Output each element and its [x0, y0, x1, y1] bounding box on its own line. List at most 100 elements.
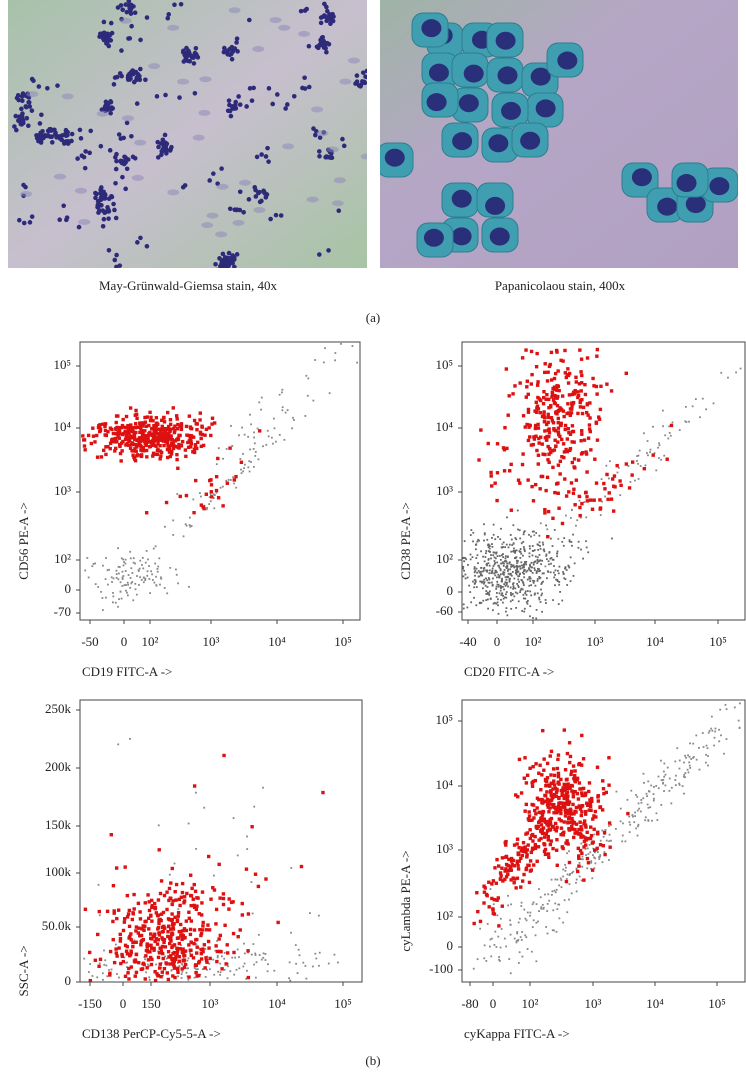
- image-caption: May-Grünwald-Giemsa stain, 40x: [99, 278, 277, 293]
- event: [576, 846, 581, 851]
- event: [575, 869, 580, 874]
- event: [538, 576, 541, 578]
- event: [150, 427, 154, 431]
- event: [117, 572, 120, 575]
- event: [569, 820, 573, 824]
- event: [134, 562, 136, 565]
- event: [578, 400, 582, 405]
- event: [152, 946, 156, 951]
- event: [127, 908, 132, 913]
- event: [152, 948, 156, 952]
- x-axis-title: CD138 PerCP-Cy5-5-A ->: [82, 1026, 221, 1041]
- event: [144, 579, 147, 581]
- cell: [125, 157, 131, 162]
- event: [578, 862, 581, 864]
- event: [556, 432, 561, 437]
- event: [524, 934, 527, 937]
- cell: [192, 90, 198, 96]
- event: [563, 427, 567, 432]
- event: [556, 804, 561, 809]
- event: [152, 443, 157, 447]
- cell: [225, 108, 231, 114]
- event: [155, 452, 160, 457]
- cell: [324, 49, 329, 55]
- event: [557, 603, 560, 605]
- event: [504, 855, 508, 859]
- cell: [219, 258, 225, 263]
- event: [532, 435, 536, 439]
- event: [192, 450, 197, 455]
- cell: [144, 15, 150, 20]
- event: [534, 934, 537, 937]
- event: [599, 839, 602, 842]
- event: [674, 779, 677, 781]
- event: [292, 416, 294, 419]
- event: [173, 975, 177, 980]
- event: [652, 793, 655, 795]
- event: [474, 579, 477, 582]
- event: [207, 426, 211, 430]
- event: [102, 564, 104, 567]
- event: [515, 569, 518, 572]
- event: [544, 488, 548, 493]
- event: [174, 414, 179, 418]
- event: [488, 572, 491, 575]
- event: [488, 578, 491, 581]
- event: [165, 890, 169, 894]
- event: [549, 816, 554, 821]
- event: [561, 833, 566, 837]
- event: [155, 427, 159, 431]
- event: [193, 963, 198, 967]
- event: [154, 423, 159, 428]
- event: [126, 426, 131, 430]
- event: [167, 448, 172, 452]
- cell: [249, 98, 255, 103]
- event: [558, 459, 563, 464]
- event: [148, 430, 152, 435]
- event: [243, 952, 246, 955]
- cell: [182, 183, 188, 188]
- event: [525, 936, 528, 939]
- event: [528, 568, 530, 571]
- event: [552, 448, 557, 452]
- event: [201, 968, 204, 971]
- event: [144, 561, 147, 564]
- event: [538, 554, 541, 556]
- cell: [120, 174, 125, 180]
- event: [549, 557, 552, 560]
- event: [586, 436, 591, 440]
- event: [551, 805, 555, 809]
- event: [569, 556, 572, 559]
- event: [563, 477, 567, 481]
- event: [150, 919, 154, 923]
- event: [584, 452, 589, 456]
- event: [535, 806, 539, 810]
- cell: [226, 250, 232, 256]
- event: [118, 451, 123, 456]
- event: [512, 587, 514, 590]
- event: [519, 557, 522, 559]
- event: [140, 578, 143, 581]
- cell: [119, 73, 124, 79]
- event: [519, 885, 523, 889]
- event: [520, 846, 525, 850]
- event: [475, 586, 478, 588]
- event: [114, 420, 118, 425]
- event: [192, 498, 195, 501]
- event: [588, 844, 591, 846]
- event: [122, 564, 125, 567]
- event: [528, 859, 533, 863]
- event: [504, 867, 508, 871]
- event: [188, 932, 193, 937]
- cell: [227, 269, 232, 274]
- event: [267, 435, 270, 438]
- event: [156, 570, 159, 573]
- event: [529, 577, 532, 580]
- event: [223, 923, 227, 927]
- event: [530, 950, 533, 953]
- event: [496, 580, 499, 583]
- event: [165, 907, 169, 912]
- event: [548, 563, 550, 566]
- event: [286, 409, 289, 412]
- event: [168, 429, 172, 433]
